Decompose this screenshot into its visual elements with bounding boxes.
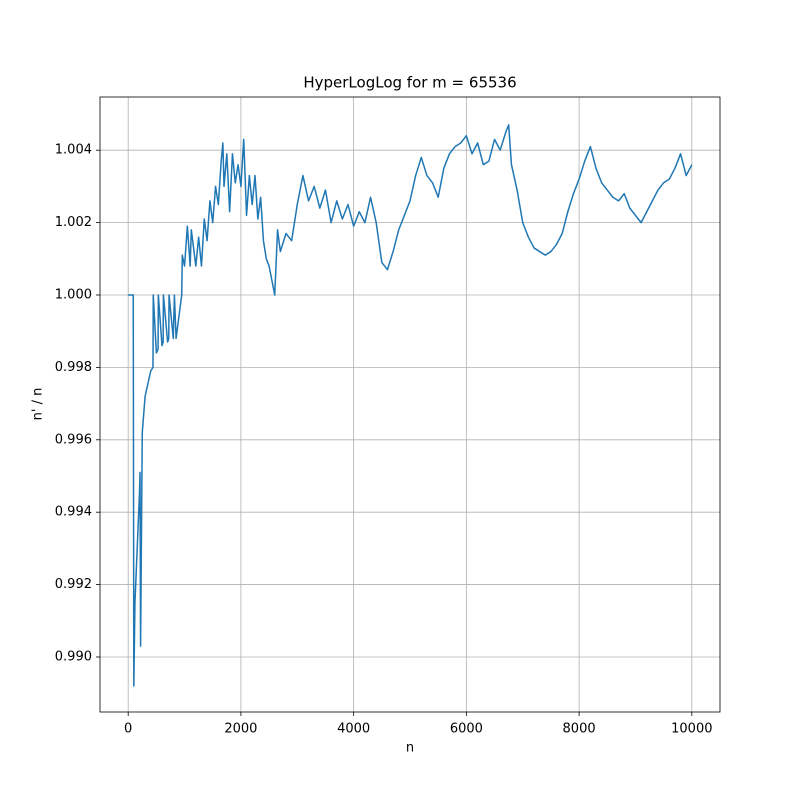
y-tick-label: 0.994 [55,505,92,520]
x-tick-label: 2000 [224,722,257,737]
x-axis-label: n [406,741,414,756]
chart-title: HyperLogLog for m = 65536 [303,74,516,92]
y-tick-label: 1.002 [55,215,92,230]
data-line [128,124,693,687]
y-tick-label: 0.992 [55,577,92,592]
plot [128,124,693,687]
x-tick-label: 10000 [671,722,712,737]
y-tick-label: 0.998 [55,360,92,375]
y-axis-label: n' / n [31,388,46,421]
y-tick-label: 0.990 [55,649,92,664]
y-tick-label: 1.000 [55,288,92,303]
x-tick-label: 6000 [450,722,483,737]
x-tick-label: 4000 [337,722,370,737]
y-tick-label: 0.996 [55,432,92,447]
x-tick-label: 8000 [563,722,596,737]
y-tick-label: 1.004 [55,143,92,158]
axes-frame [99,96,721,713]
x-tick-label: 0 [124,722,132,737]
grid [100,97,720,712]
